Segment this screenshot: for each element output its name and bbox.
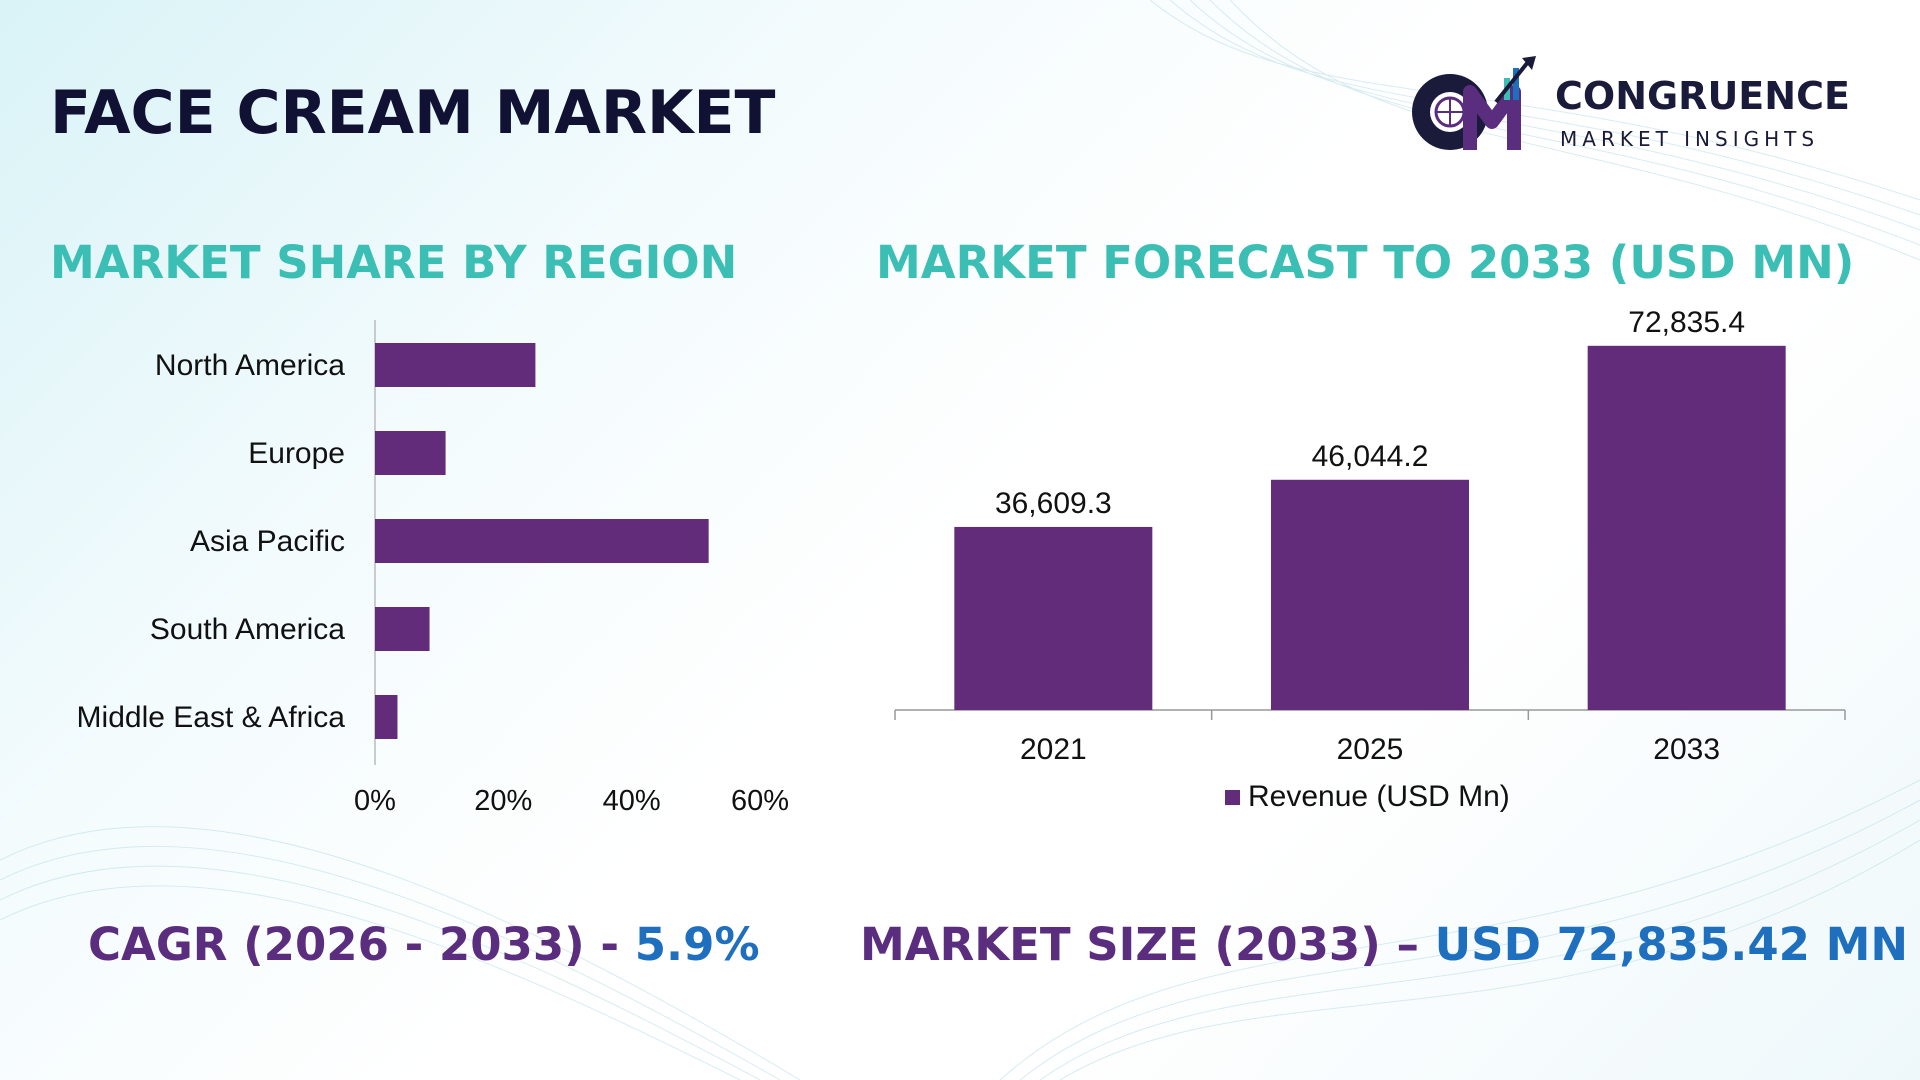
logo-tagline: MARKET INSIGHTS bbox=[1560, 127, 1820, 151]
category-label: North America bbox=[155, 349, 345, 382]
legend-swatch bbox=[1225, 789, 1240, 805]
legend-label: Revenue (USD Mn) bbox=[1248, 780, 1510, 813]
cagr-text: CAGR (2026 - 2033) - 5.9% bbox=[88, 918, 760, 971]
bar bbox=[954, 526, 1153, 710]
forecast-chart-title: MARKET FORECAST TO 2033 (USD MN) bbox=[876, 236, 1855, 289]
category-label: Europe bbox=[248, 437, 345, 470]
region-chart-title: MARKET SHARE BY REGION bbox=[50, 236, 738, 289]
company-logo: CONGRUENCE MARKET INSIGHTS bbox=[1400, 52, 1880, 162]
bar bbox=[375, 695, 398, 739]
bar bbox=[1271, 479, 1469, 710]
x-tick-label: 0% bbox=[354, 785, 396, 817]
x-tick-label: 60% bbox=[731, 785, 789, 817]
data-label: 46,044.2 bbox=[1312, 440, 1429, 473]
bar bbox=[375, 431, 446, 475]
region-share-chart: North America Europe Asia Pacific South Ame… bbox=[77, 320, 789, 817]
bar bbox=[1587, 345, 1786, 710]
data-label: 36,609.3 bbox=[995, 487, 1112, 520]
x-tick-label: 2021 bbox=[1020, 733, 1087, 766]
market-size-label: MARKET SIZE (2033) – bbox=[860, 918, 1435, 971]
market-size-value: USD 72,835.42 MN bbox=[1434, 918, 1909, 971]
category-label: South America bbox=[150, 613, 345, 646]
x-tick-label: 2025 bbox=[1337, 733, 1404, 766]
cagr-label: CAGR (2026 - 2033) - bbox=[88, 918, 635, 971]
logo-name: CONGRUENCE bbox=[1555, 74, 1850, 118]
bar bbox=[375, 343, 536, 387]
bar bbox=[375, 519, 709, 563]
data-label: 72,835.4 bbox=[1628, 306, 1745, 339]
forecast-chart: 36,609.3 2021 46,044.2 2025 72,835.4 2033 bbox=[894, 306, 1846, 766]
bar bbox=[375, 607, 430, 651]
logo-mark-icon bbox=[1412, 56, 1536, 150]
cagr-value: 5.9% bbox=[634, 918, 760, 971]
category-label: Middle East & Africa bbox=[77, 701, 346, 734]
x-tick-label: 20% bbox=[474, 785, 532, 817]
page-title: FACE CREAM MARKET bbox=[50, 78, 776, 148]
category-label: Asia Pacific bbox=[190, 525, 345, 558]
x-tick-label: 2033 bbox=[1653, 733, 1720, 766]
market-size-text: MARKET SIZE (2033) – USD 72,835.42 MN bbox=[860, 918, 1908, 971]
x-tick-label: 40% bbox=[603, 785, 661, 817]
forecast-legend: Revenue (USD Mn) bbox=[1225, 780, 1510, 814]
